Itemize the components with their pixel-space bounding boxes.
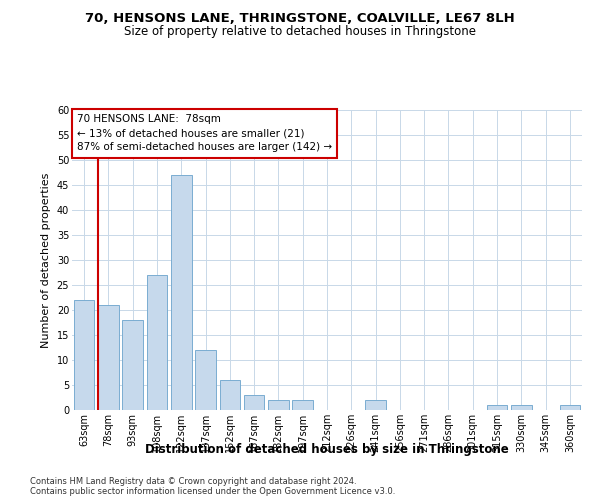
Y-axis label: Number of detached properties: Number of detached properties (41, 172, 51, 348)
Bar (292, 400, 313, 410)
Text: Size of property relative to detached houses in Thringstone: Size of property relative to detached ho… (124, 25, 476, 38)
Bar (560, 405, 580, 410)
Bar (365, 400, 386, 410)
Bar (220, 380, 240, 410)
Bar (171, 175, 191, 410)
Text: Contains public sector information licensed under the Open Government Licence v3: Contains public sector information licen… (30, 488, 395, 496)
Bar (146, 275, 167, 410)
Text: Contains HM Land Registry data © Crown copyright and database right 2024.: Contains HM Land Registry data © Crown c… (30, 478, 356, 486)
Bar (122, 320, 143, 410)
Bar (268, 400, 289, 410)
Bar (244, 395, 265, 410)
Bar (195, 350, 216, 410)
Bar (511, 405, 532, 410)
Text: 70, HENSONS LANE, THRINGSTONE, COALVILLE, LE67 8LH: 70, HENSONS LANE, THRINGSTONE, COALVILLE… (85, 12, 515, 26)
Bar (74, 300, 94, 410)
Text: 70 HENSONS LANE:  78sqm
← 13% of detached houses are smaller (21)
87% of semi-de: 70 HENSONS LANE: 78sqm ← 13% of detached… (77, 114, 332, 152)
Text: Distribution of detached houses by size in Thringstone: Distribution of detached houses by size … (145, 442, 509, 456)
Bar (487, 405, 508, 410)
Bar (98, 305, 119, 410)
